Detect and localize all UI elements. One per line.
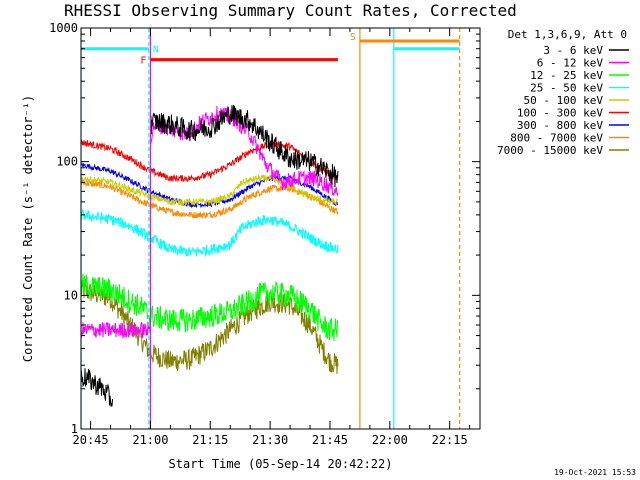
series-line bbox=[81, 273, 151, 327]
x-tick-label: 20:45 bbox=[73, 433, 109, 447]
legend-item-label: 100 - 300 keV bbox=[517, 107, 603, 120]
series-line bbox=[81, 368, 114, 407]
series-line bbox=[149, 281, 339, 341]
y-tick-label: 1 bbox=[71, 422, 78, 436]
y-tick-label: 1000 bbox=[49, 21, 78, 35]
series-3-6-kev bbox=[81, 104, 339, 407]
legend-title: Det 1,3,6,9, Att 0 bbox=[508, 28, 627, 41]
x-tick-label: 21:00 bbox=[132, 433, 168, 447]
series-line bbox=[81, 279, 339, 374]
legend-item-label: 25 - 50 keV bbox=[530, 82, 603, 95]
x-tick-label: 21:30 bbox=[252, 433, 288, 447]
series-25-50-kev bbox=[81, 209, 339, 258]
legend-item-label: 800 - 7000 keV bbox=[510, 132, 603, 145]
x-tick-label: 21:45 bbox=[312, 433, 348, 447]
series-7000-15000-kev bbox=[81, 279, 339, 374]
series-line bbox=[81, 320, 151, 340]
x-tick-label: 21:15 bbox=[192, 433, 228, 447]
legend-item-label: 12 - 25 keV bbox=[530, 69, 603, 82]
series-line bbox=[149, 104, 339, 187]
legend-item-label: 6 - 12 keV bbox=[537, 57, 604, 70]
legend-item-label: 50 - 100 keV bbox=[524, 94, 604, 107]
state-marker-label: S bbox=[350, 32, 356, 43]
y-axis-label: Corrected Count Rate (s⁻¹ detector⁻¹) bbox=[21, 95, 35, 362]
series-line bbox=[81, 174, 339, 207]
series-line bbox=[81, 209, 339, 258]
state-marker-label: F bbox=[140, 56, 146, 67]
legend-item-label: 7000 - 15000 keV bbox=[497, 144, 603, 157]
series-line bbox=[81, 139, 339, 183]
x-axis-label: Start Time (05-Sep-14 20:42:22) bbox=[169, 457, 393, 471]
series-100-300-kev bbox=[81, 139, 339, 183]
plot-frame bbox=[80, 27, 481, 430]
legend-item-label: 300 - 800 keV bbox=[517, 119, 603, 132]
chart-title: RHESSI Observing Summary Count Rates, Co… bbox=[64, 1, 517, 20]
footer-date: 19-Oct-2021 15:53 bbox=[554, 468, 636, 477]
state-marker-label: N bbox=[153, 45, 159, 56]
x-tick-label: 22:15 bbox=[432, 433, 468, 447]
x-tick-label: 22:00 bbox=[372, 433, 408, 447]
series-50-100-kev bbox=[81, 174, 339, 207]
y-tick-label: 10 bbox=[64, 288, 78, 302]
legend-item-label: 3 - 6 keV bbox=[543, 44, 603, 57]
series-12-25-kev bbox=[81, 273, 339, 341]
y-tick-label: 100 bbox=[56, 155, 78, 169]
